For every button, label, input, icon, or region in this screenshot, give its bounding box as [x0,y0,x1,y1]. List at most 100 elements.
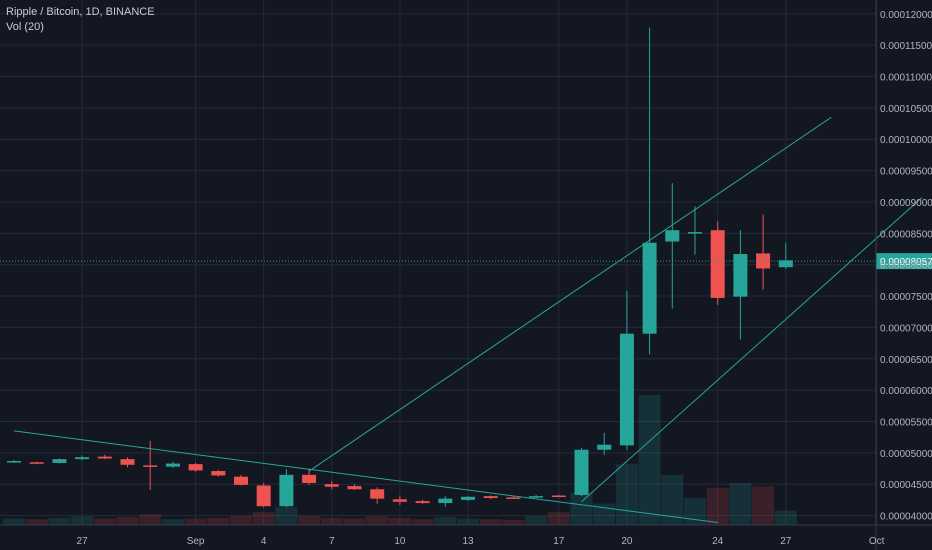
volume-bar [411,519,434,525]
candles[interactable] [7,27,793,508]
volume-bar [752,486,775,525]
candle-body [302,474,317,483]
volume-bar [48,517,71,525]
candle-body [619,333,634,446]
x-tick-label: Sep [187,536,205,547]
y-tick-label: 0.00007500 [880,292,932,303]
volume-bar [615,464,638,525]
y-tick-label: 0.00010000 [880,135,932,146]
x-tick-label: 7 [329,536,335,547]
y-tick-label: 0.00009000 [880,198,932,209]
x-tick-label: 13 [462,536,474,547]
candle-body [211,471,226,476]
volume-bar [343,518,366,525]
trendline-upper-channel [308,116,832,472]
candle-body [438,498,453,504]
y-tick-label: 0.00004000 [880,512,932,523]
volume-bar [3,518,25,525]
x-tick-label: Oct [869,536,885,547]
volume-bar [275,507,298,525]
candle-body [392,499,407,502]
candle-body [688,232,702,234]
candle-body [642,242,657,334]
volume-bar [366,516,389,525]
volume-bar [116,517,139,525]
y-tick-label: 0.00005500 [880,418,932,429]
candle-body [574,449,589,495]
candle-body [665,230,680,242]
volume-bar [434,517,457,525]
candle-body [756,253,771,269]
x-tick-label: 17 [553,536,565,547]
volume-bar [25,519,48,525]
volume-bar [479,519,502,525]
candle-body [188,464,203,471]
candle-body [415,501,430,504]
candle-body [506,497,521,499]
y-tick-label: 0.00004500 [880,480,932,491]
y-tick-label: 0.00008000 [880,261,932,272]
volume-bar [184,518,207,525]
volume-bar [661,475,684,525]
volume-bar [774,510,797,525]
last-price-line: 0.00008057 [0,253,932,270]
trendline-lower-channel [581,197,923,503]
candle-body [279,474,294,507]
x-tick-label: 27 [780,536,792,547]
volume-bar [93,518,116,525]
volume-bar [525,515,548,525]
x-tick-label: 24 [712,536,724,547]
candle-body [7,461,21,463]
candle-body [52,459,67,463]
candle-body [75,457,90,460]
volume-bar [230,515,252,525]
y-tick-label: 0.00012000 [880,10,932,21]
volume-bar [570,492,593,525]
candle-body [143,465,158,467]
volume-bar [502,520,525,525]
candle-body [461,496,475,500]
candle-body [483,496,498,499]
volume-bar [71,516,94,525]
candle-body [165,463,180,467]
candle-body [733,254,748,297]
y-tick-label: 0.00009500 [880,167,932,178]
y-tick-label: 0.00011500 [880,41,932,52]
volume-bar [139,514,162,525]
candle-body [324,484,339,487]
volume-bar [706,487,729,525]
volume-bar [207,517,230,525]
candle-body [370,489,385,499]
volume-label: Vol (20) [6,21,44,33]
y-tick-label: 0.00005000 [880,449,932,460]
y-tick-label: 0.00007000 [880,323,932,334]
volume-bar [547,512,570,525]
candle-body [529,496,544,498]
candle-body [120,459,135,465]
volume-bar [684,497,706,525]
volume-bar [252,512,275,525]
volume-bar [457,518,479,525]
candle-body [597,444,612,450]
last-price-badge [876,253,932,270]
volume-bar [320,517,343,525]
last-price-label: 0.00008057 [880,257,932,268]
x-tick-label: 20 [621,536,633,547]
grid [0,0,878,525]
candle-body [97,456,112,459]
candle-body [234,476,248,485]
trendline-descending-support [13,430,718,523]
volume-bar [298,515,321,525]
x-tick-label: 4 [261,536,267,547]
candle-body [710,230,725,298]
candle-body [551,495,566,498]
candle-body [347,486,362,490]
y-tick-label: 0.00010500 [880,104,932,115]
candle-body [778,260,793,268]
trendlines[interactable] [13,116,923,523]
x-tick-label: 27 [77,536,89,547]
y-tick-label: 0.00006500 [880,355,932,366]
